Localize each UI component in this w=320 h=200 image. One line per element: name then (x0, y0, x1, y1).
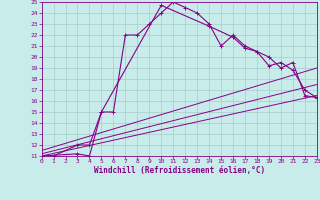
X-axis label: Windchill (Refroidissement éolien,°C): Windchill (Refroidissement éolien,°C) (94, 166, 265, 175)
